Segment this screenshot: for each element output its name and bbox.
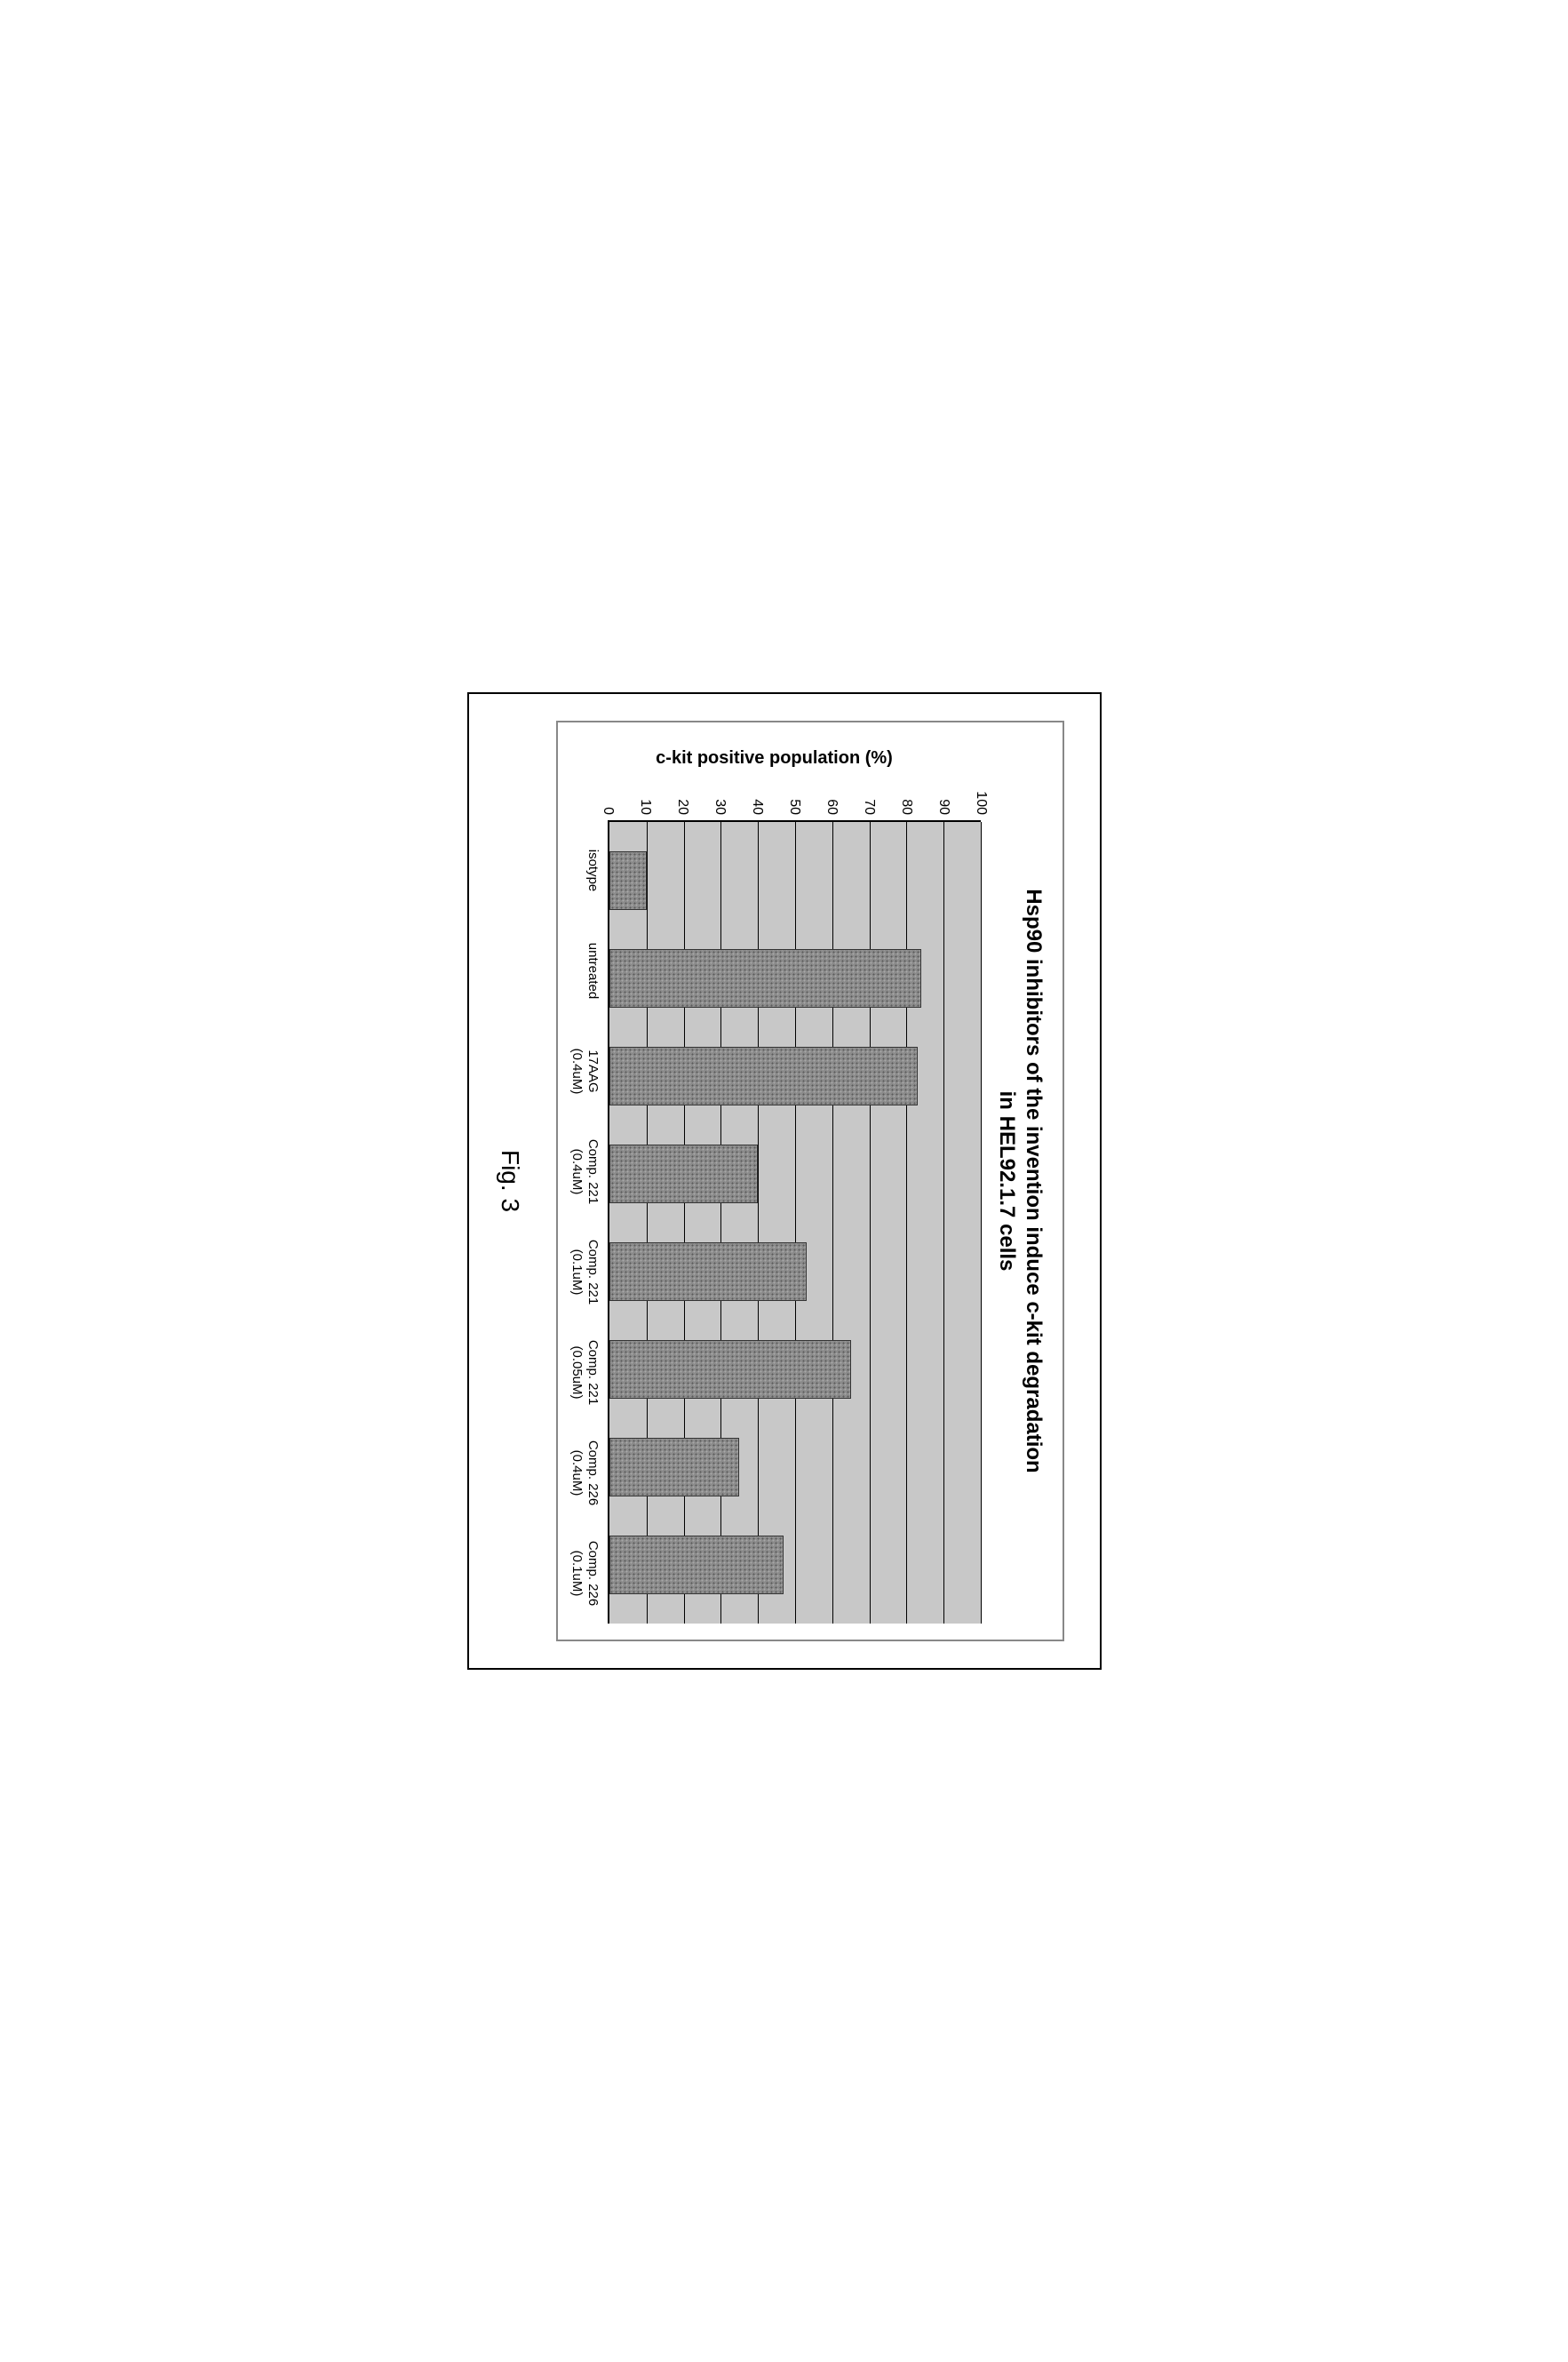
- y-ticks: 0102030405060708090100: [608, 778, 981, 820]
- plot-and-xlabels: 0102030405060708090100 isotypeuntreated1…: [569, 778, 981, 1624]
- plot-row: c-kit positive population (%) 0102030405…: [569, 738, 981, 1624]
- x-label: Comp. 226(0.4uM): [569, 1423, 601, 1523]
- bar: [609, 1145, 758, 1203]
- figure-caption: Fig. 3: [496, 721, 524, 1641]
- x-label-line1: Comp. 221: [585, 1121, 601, 1222]
- bar: [609, 1536, 784, 1594]
- y-axis-label-col: c-kit positive population (%): [569, 738, 981, 778]
- x-label-line2: (0.1uM): [569, 1222, 585, 1322]
- bar: [609, 1242, 807, 1301]
- y-axis-label: c-kit positive population (%): [656, 748, 893, 769]
- x-label-line1: isotype: [585, 820, 601, 921]
- figure-frame: Hsp90 inhibitors of the invention induce…: [467, 692, 1102, 1670]
- x-labels: isotypeuntreated17AAG(0.4uM)Comp. 221(0.…: [569, 778, 608, 1624]
- bar: [609, 949, 921, 1008]
- x-label-line1: Comp. 221: [585, 1222, 601, 1322]
- x-label: Comp. 221(0.1uM): [569, 1222, 601, 1322]
- x-label: isotype: [569, 820, 601, 921]
- plot-area: [608, 820, 981, 1624]
- x-label-line2: (0.1uM): [569, 1523, 585, 1624]
- x-label-line1: Comp. 221: [585, 1322, 601, 1423]
- x-label: Comp. 221(0.4uM): [569, 1121, 601, 1222]
- chart-title-line1: Hsp90 inhibitors of the invention induce…: [1022, 889, 1046, 1472]
- x-label-line2: (0.4uM): [569, 1021, 585, 1121]
- x-label-line1: 17AAG: [585, 1021, 601, 1121]
- x-label-line2: (0.4uM): [569, 1121, 585, 1222]
- x-label-line2: (0.05uM): [569, 1322, 585, 1423]
- bar: [609, 1047, 918, 1105]
- x-label: untreated: [569, 921, 601, 1021]
- plot-box: 0102030405060708090100: [608, 778, 981, 1624]
- x-label-line2: (0.4uM): [569, 1423, 585, 1523]
- chart-title: Hsp90 inhibitors of the invention induce…: [993, 738, 1047, 1624]
- chart-title-line2: in HEL92.1.7 cells: [995, 1091, 1019, 1272]
- bar: [609, 1340, 851, 1399]
- x-label: 17AAG(0.4uM): [569, 1021, 601, 1121]
- x-label-line1: Comp. 226: [585, 1523, 601, 1624]
- bars-container: [609, 822, 981, 1624]
- x-label-line1: untreated: [585, 921, 601, 1021]
- x-label: Comp. 226(0.1uM): [569, 1523, 601, 1624]
- bar: [609, 1438, 739, 1496]
- x-label-line1: Comp. 226: [585, 1423, 601, 1523]
- chart-panel: Hsp90 inhibitors of the invention induce…: [556, 721, 1064, 1641]
- bar: [609, 851, 647, 910]
- x-label: Comp. 221(0.05uM): [569, 1322, 601, 1423]
